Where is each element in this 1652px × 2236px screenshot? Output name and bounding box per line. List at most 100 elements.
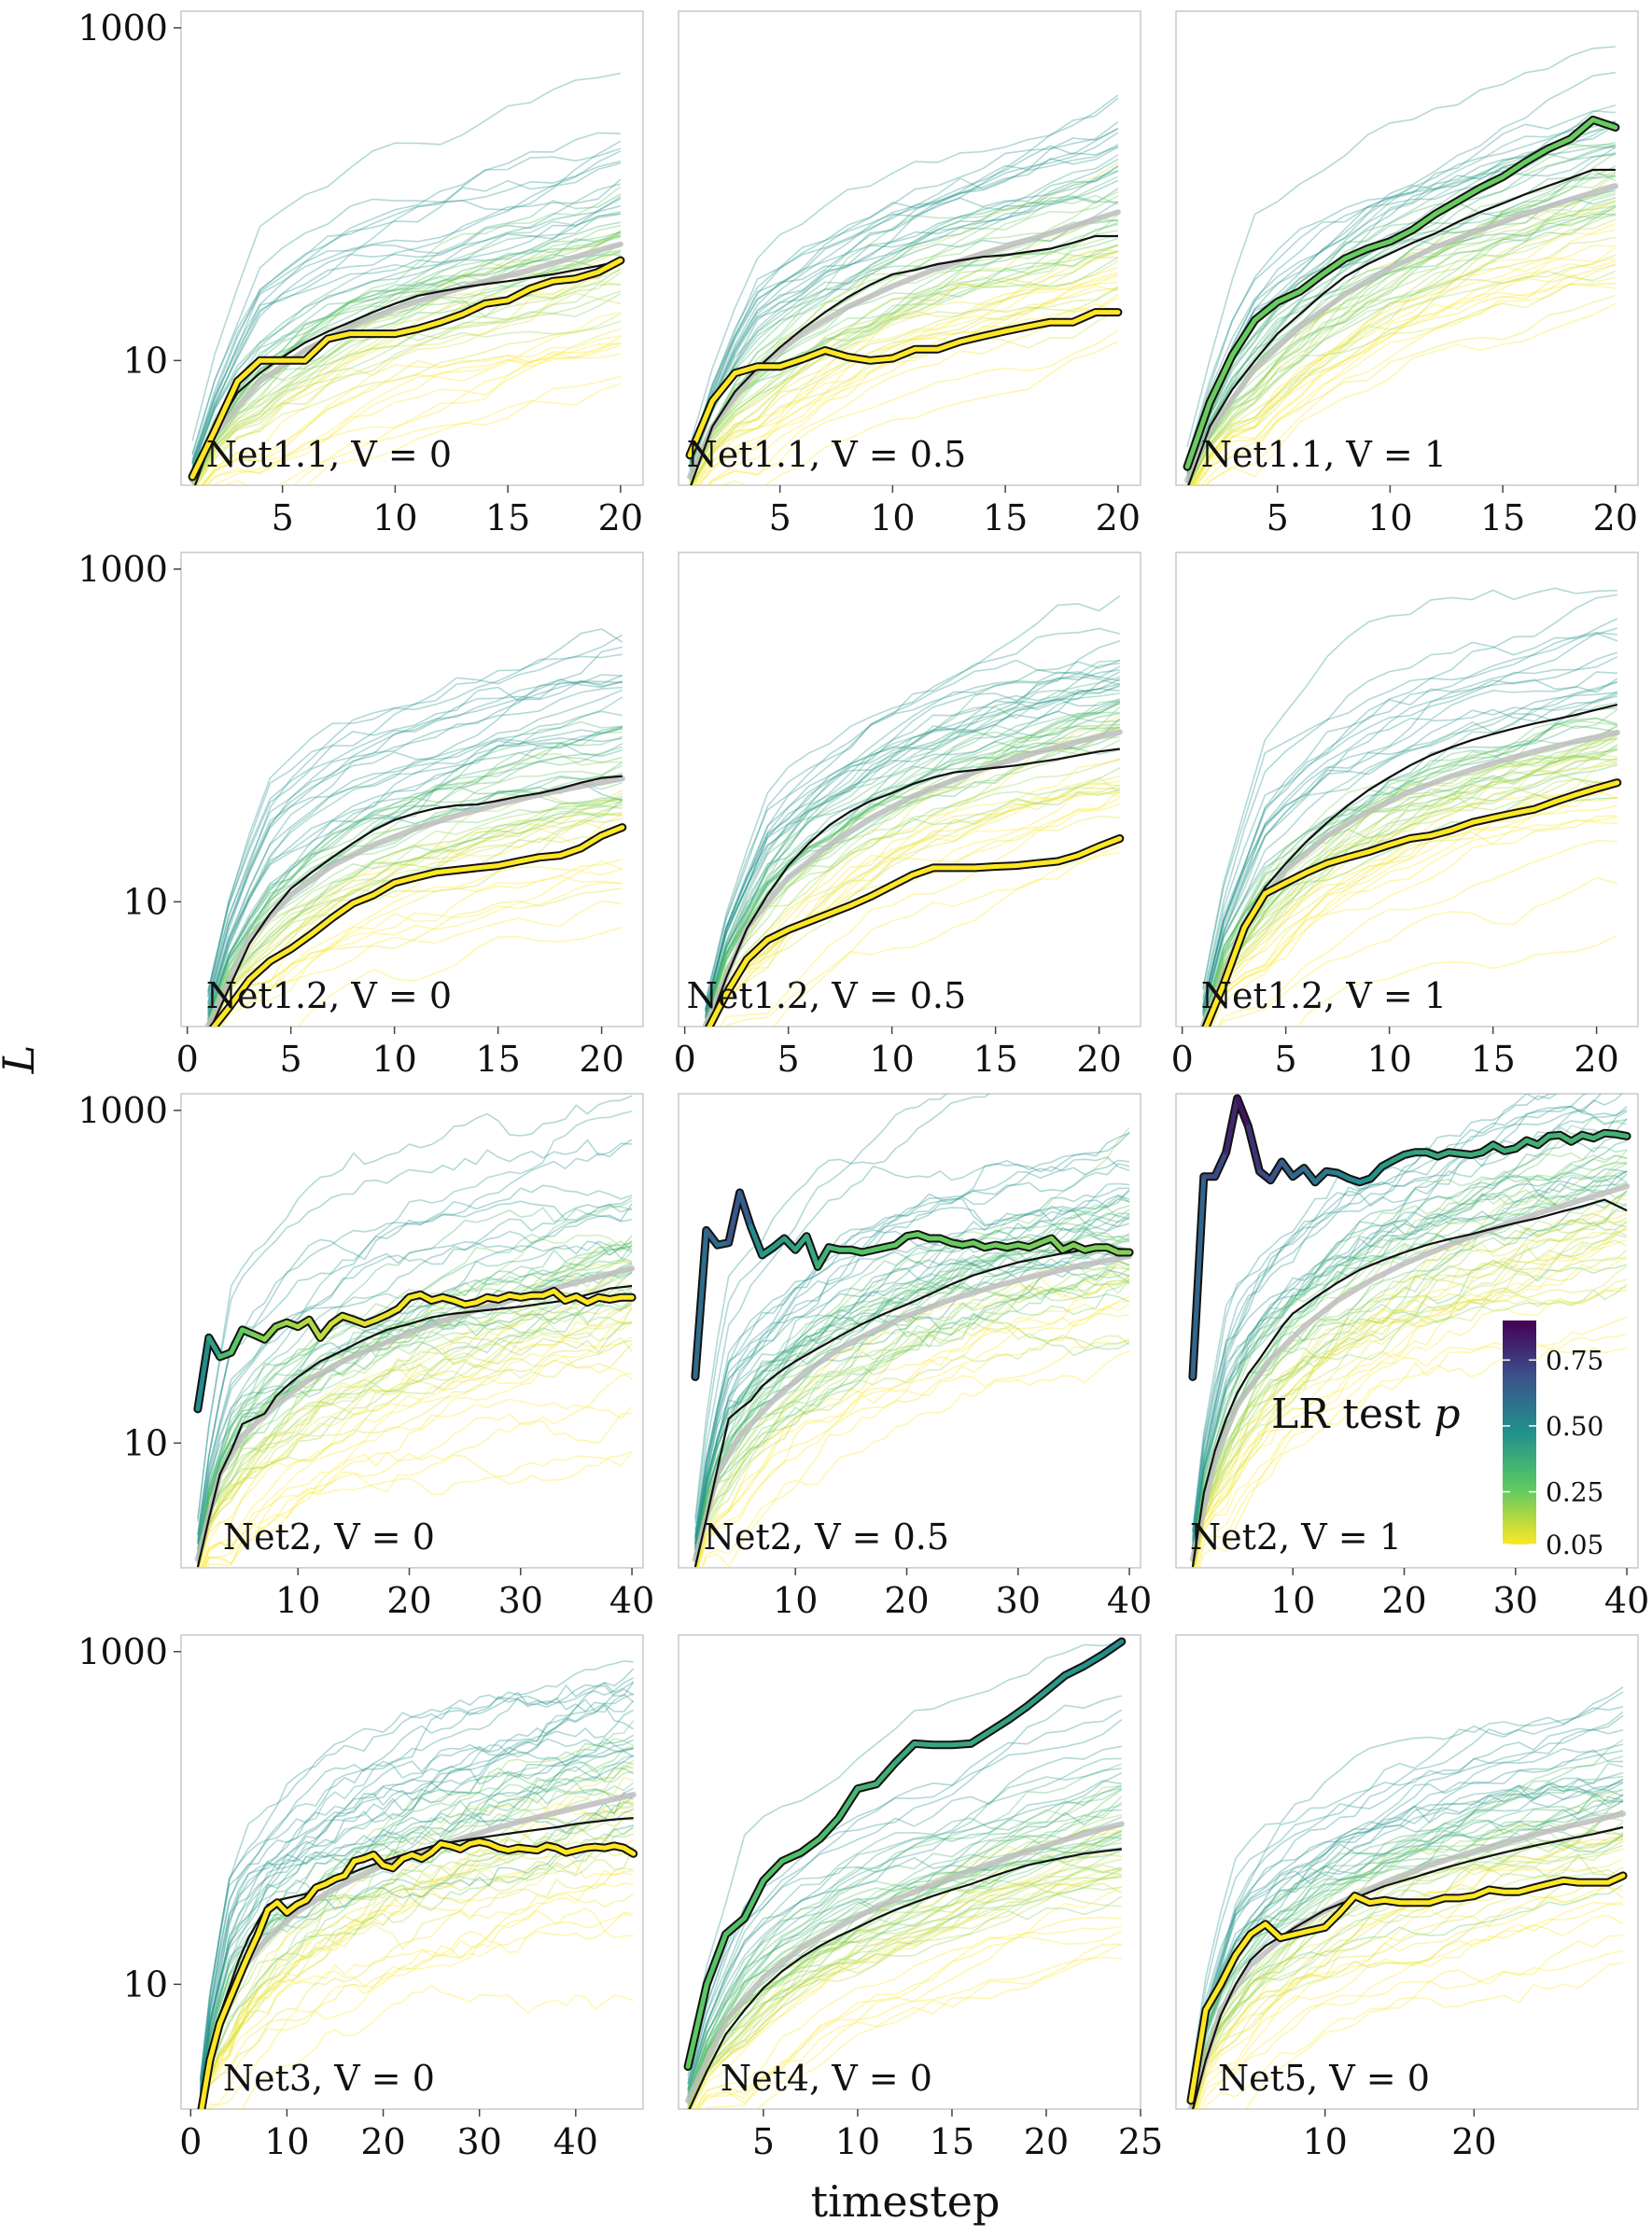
highlight-segment (309, 915, 335, 937)
ensemble-line (691, 243, 1119, 485)
x-tick-label: 10 (869, 1039, 914, 1080)
ensemble-line (199, 1692, 635, 2096)
ensemble-line (1192, 1249, 1628, 1568)
y-tick-label: 10 (123, 1422, 168, 1463)
ensemble-line (199, 1677, 635, 2088)
highlight-line (1203, 780, 1620, 1027)
y-tick-label: 10 (123, 340, 168, 381)
plot-area (204, 628, 627, 1027)
highlight-segment (1034, 859, 1060, 866)
ensemble-lines (705, 594, 1121, 1027)
highlight-segment (804, 1234, 820, 1269)
ensemble-line (1192, 1219, 1628, 1558)
ensemble-line (705, 659, 1121, 1004)
highlight-segment (227, 1975, 242, 2004)
ensemble-line (191, 213, 622, 478)
ensemble-line (1209, 819, 1617, 1027)
x-tick-label: 15 (1480, 497, 1525, 538)
ensemble-line (1202, 748, 1618, 1027)
ensemble-line (694, 1249, 1130, 1549)
ensemble-line (197, 1321, 633, 1565)
ensemble-line (694, 1254, 1130, 1544)
ensemble-line (207, 674, 623, 1003)
ensemble-line (689, 127, 1119, 461)
ensemble-line (210, 792, 623, 1027)
ensemble-line (690, 1868, 1122, 2109)
ensemble-line (1192, 1194, 1628, 1553)
highlight-segment (1471, 1887, 1491, 1899)
ensemble-line (1186, 46, 1616, 448)
ensemble-line (694, 1274, 1130, 1565)
ensemble-line (293, 382, 622, 485)
ensemble-line (207, 696, 623, 1014)
ensemble-line (1206, 762, 1617, 1027)
ensemble-line (197, 1203, 633, 1544)
ensemble-line (191, 193, 622, 468)
ensemble-line (1186, 153, 1616, 459)
highlight-segment (1203, 1981, 1224, 2013)
x-tick-label: 30 (457, 2121, 502, 2162)
ensemble-line (209, 818, 623, 1027)
ensemble-line (712, 790, 1121, 1027)
x-tick-label: 20 (598, 497, 643, 538)
ensemble-line (1192, 1217, 1628, 1568)
ensemble-line (197, 1239, 633, 1558)
ensemble-line (1186, 147, 1617, 472)
x-tick-label: 20 (1096, 497, 1141, 538)
highlight-segment (1449, 819, 1475, 832)
reference-line (688, 1848, 1122, 2109)
ensemble-line (201, 335, 622, 485)
ensemble-line (1186, 200, 1617, 485)
x-tick-label: 10 (1367, 497, 1412, 538)
highlight-line (685, 1639, 1125, 2069)
x-tick-label: 20 (1024, 2121, 1069, 2162)
ensemble-line (1202, 758, 1617, 1027)
ensemble-line (197, 1205, 633, 1553)
highlight-segment (262, 1324, 278, 1342)
ensemble-line (193, 263, 622, 485)
x-tick-label: 20 (1451, 2121, 1496, 2162)
ensemble-line (197, 1239, 633, 1562)
highlight-segment (1275, 288, 1303, 304)
highlight-segment (687, 398, 715, 458)
ensemble-line (689, 154, 1119, 467)
highlight-segment (1267, 1159, 1284, 1183)
ensemble-line (1207, 815, 1617, 1027)
ensemble-line (1202, 594, 1617, 991)
reference-line (693, 1246, 1130, 1568)
highlight-segment (800, 348, 828, 362)
highlight-segment (460, 300, 488, 317)
ensemble-line (199, 1768, 634, 2107)
ensemble-line (1202, 656, 1618, 1008)
ensemble-line (695, 1312, 1130, 1568)
ensemble-line (687, 1787, 1122, 2094)
ensemble-line (191, 243, 622, 481)
ensemble-line (1217, 840, 1617, 1027)
ensemble-line (191, 249, 622, 479)
ensemble-line (1186, 117, 1617, 464)
ensemble-line (719, 797, 1121, 1027)
ensemble-line (687, 1853, 1123, 2103)
ensemble-line (203, 1913, 634, 2109)
highlight-segment (1224, 1096, 1240, 1155)
ensemble-line (694, 1259, 1130, 1541)
ensemble-line (687, 1847, 1122, 2087)
highlight-segment (217, 1998, 232, 2026)
ensemble-line (700, 1339, 1130, 1568)
highlight-line (693, 1190, 1132, 1379)
ensemble-line (1205, 744, 1618, 1027)
ensemble-line (689, 260, 1119, 484)
ensemble-line (694, 1182, 1130, 1544)
ensemble-line (1190, 1778, 1624, 2093)
panel-label: Net1.1, V = 0 (206, 434, 452, 475)
highlight-segment (550, 276, 579, 284)
ensemble-line (1186, 193, 1617, 481)
ensemble-line (694, 1195, 1130, 1549)
x-tick-label: 15 (485, 497, 530, 538)
legend-tick-label: 0.05 (1546, 1530, 1603, 1560)
ensemble-line (297, 926, 623, 1027)
highlight-segment (874, 1760, 898, 1787)
ensemble-line (207, 764, 623, 1027)
ensemble-line (1190, 201, 1617, 485)
ensemble-line (208, 1869, 634, 2109)
